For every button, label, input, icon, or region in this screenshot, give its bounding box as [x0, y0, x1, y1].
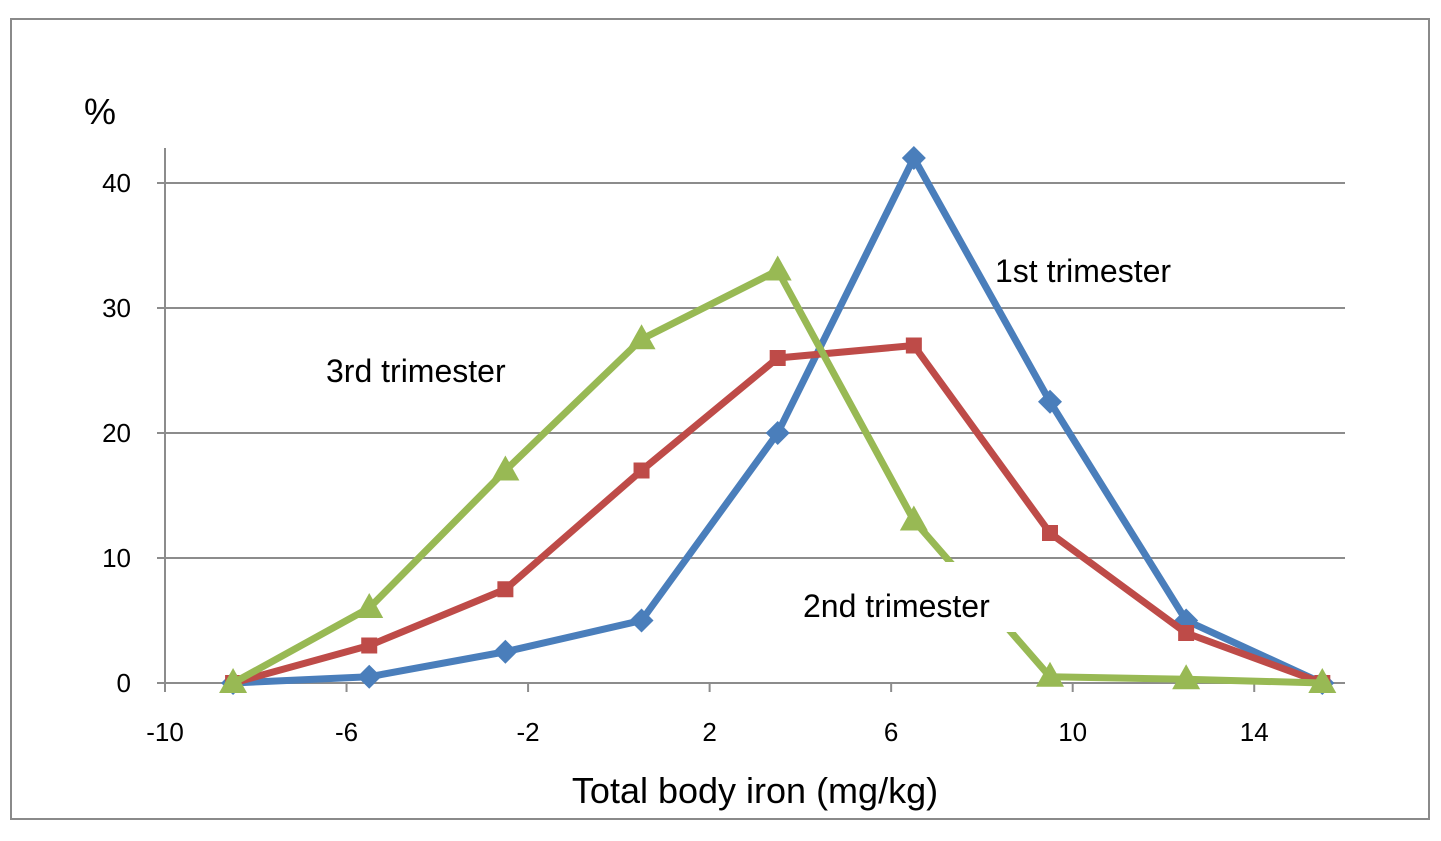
data-point [629, 608, 654, 633]
data-point [901, 146, 926, 170]
data-point [905, 337, 922, 354]
data-point [493, 639, 518, 664]
y-tick-label: 10 [102, 543, 131, 573]
series-line [231, 267, 1323, 687]
y-tick-label: 40 [102, 168, 131, 198]
series-1 [221, 146, 1335, 695]
data-point [219, 668, 248, 693]
data-point [1042, 525, 1058, 541]
data-point [1036, 661, 1064, 687]
y-tick-label: 0 [117, 668, 131, 698]
y-axis-title: % [84, 91, 116, 132]
data-point [765, 421, 790, 445]
series-line [232, 342, 1324, 687]
data-point [355, 593, 384, 618]
x-tick-label: 6 [884, 717, 898, 747]
data-point [899, 505, 928, 531]
series-annotation: 3rd trimester [326, 353, 506, 389]
x-axis-title: Total body iron (mg/kg) [572, 770, 938, 811]
series-line [232, 154, 1324, 687]
series-2 [225, 337, 1331, 691]
x-tick-label: -10 [146, 717, 184, 747]
x-tick-label: -2 [517, 717, 540, 747]
series-3 [219, 255, 1337, 693]
series-annotation: 2nd trimester [803, 588, 990, 624]
data-point [769, 350, 786, 366]
data-point [1172, 664, 1201, 690]
series-annotation: 1st trimester [995, 253, 1171, 289]
data-point [491, 455, 520, 481]
data-point [763, 255, 792, 281]
y-tick-label: 30 [102, 293, 131, 323]
x-tick-label: -6 [335, 717, 358, 747]
data-point [497, 581, 514, 598]
data-point [357, 664, 382, 689]
data-point [361, 637, 378, 654]
data-point [1308, 668, 1337, 693]
y-tick-label: 20 [102, 418, 131, 448]
x-tick-label: 14 [1240, 717, 1269, 747]
annotation-background [790, 562, 1040, 632]
data-point [633, 462, 650, 479]
x-tick-label: 10 [1058, 717, 1087, 747]
data-point [1038, 389, 1062, 414]
x-tick-label: 2 [702, 717, 716, 747]
data-point [627, 324, 656, 350]
data-point [1178, 625, 1195, 641]
